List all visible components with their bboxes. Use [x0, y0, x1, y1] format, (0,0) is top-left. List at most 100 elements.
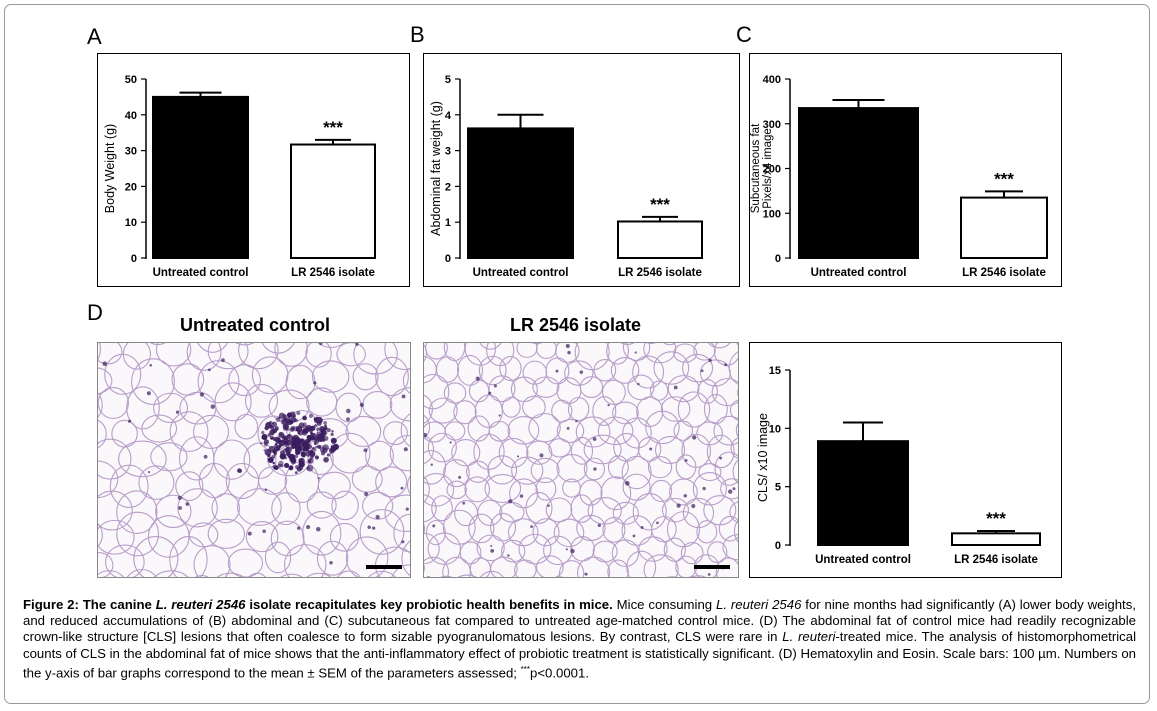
nucleus: [567, 350, 571, 355]
adipocyte-cell: [213, 439, 251, 480]
adipocyte-cell: [345, 415, 382, 448]
adipocyte-cell: [391, 564, 410, 577]
adipocyte-cell: [302, 510, 342, 556]
nucleus: [632, 534, 636, 538]
y-tick-label: 10: [769, 423, 781, 435]
adipocyte-cell: [698, 463, 722, 482]
adipocyte-cell: [236, 488, 282, 526]
adipocyte-cell: [197, 343, 229, 353]
nucleus: [640, 526, 644, 529]
nucleus: [634, 351, 637, 354]
adipocyte-cell: [478, 355, 507, 386]
y-tick-label: 20: [125, 181, 137, 193]
caption-text-2: for nine months had significantly (A) lo…: [23, 597, 1136, 645]
bar-untreated: [152, 95, 249, 260]
nucleus: [264, 488, 268, 491]
adipocyte-cell: [556, 453, 588, 483]
nucleus: [280, 434, 286, 439]
nucleus: [400, 486, 404, 490]
adipocyte-cell: [457, 574, 477, 577]
adipocyte-cell: [600, 476, 632, 511]
x-category-label: Untreated control: [153, 267, 249, 279]
adipocyte-cell: [214, 382, 252, 422]
adipocyte-cell: [499, 356, 522, 382]
y-tick-label: 15: [769, 365, 781, 377]
chart-a: 0 10 20 30 40 50 Body Weight (g) Untreated cont…: [103, 74, 376, 279]
nucleus: [315, 526, 321, 532]
adipocyte-cell: [216, 572, 245, 577]
adipocyte-cell: [649, 380, 669, 401]
nucleus: [210, 404, 216, 409]
adipocyte-cell: [667, 375, 700, 403]
adipocyte-cell: [530, 457, 560, 484]
adipocyte-cell: [424, 414, 431, 440]
adipocyte-cell: [663, 343, 676, 346]
caption-italic-1: L. reuteri 2546: [716, 597, 802, 612]
nucleus: [247, 531, 252, 536]
significance-marker: ***: [323, 118, 343, 137]
adipocyte-cell: [235, 343, 254, 346]
nucleus: [319, 447, 326, 453]
adipocyte-cell: [643, 554, 679, 577]
nucleus: [507, 554, 510, 557]
nucleus: [320, 431, 327, 437]
panel-label-c: C: [736, 22, 752, 47]
nucleus: [597, 523, 601, 528]
nucleus: [570, 548, 575, 554]
nucleus: [178, 506, 182, 510]
adipocyte-cell: [424, 532, 440, 565]
micrograph-lr2546: [423, 342, 739, 578]
adipocyte-cell: [150, 343, 166, 346]
nucleus: [263, 449, 266, 452]
adipocyte-cell: [607, 559, 629, 577]
nucleus: [673, 385, 678, 390]
adipocyte-cell: [329, 432, 371, 474]
x-category-label: Untreated control: [811, 267, 907, 279]
adipocyte-cell: [424, 523, 426, 535]
nucleus: [692, 435, 697, 440]
nucleus: [346, 417, 350, 422]
nucleus: [199, 392, 205, 397]
adipocyte-cell: [195, 574, 209, 577]
adipocyte-cell: [207, 343, 249, 370]
tissue-background: [98, 343, 410, 577]
scattered-nuclei: [102, 343, 409, 565]
nucleus: [371, 526, 376, 530]
adipocyte-cell: [490, 512, 517, 542]
adipocyte-cell: [490, 556, 518, 577]
y-tick-label: 40: [125, 110, 137, 122]
adipocyte-cell: [477, 499, 503, 526]
adipocyte-cell: [660, 396, 691, 422]
adipocyte-cell: [602, 516, 626, 543]
adipocyte-cell: [545, 357, 570, 385]
nucleus: [324, 424, 327, 428]
adipocyte-cell: [435, 356, 460, 383]
adipocyte-cell: [446, 480, 467, 500]
nucleus: [208, 368, 211, 372]
adipocyte-cell: [733, 519, 738, 543]
nucleus: [302, 415, 307, 421]
nucleus: [330, 437, 337, 444]
adipocyte-cell: [548, 438, 571, 458]
adipocyte-cell: [389, 435, 410, 472]
nucleus: [355, 343, 359, 346]
adipocyte-cell: [227, 548, 264, 577]
adipocyte-cell: [535, 555, 564, 577]
adipocyte-cell: [714, 451, 738, 486]
y-tick-label: 100: [763, 208, 781, 220]
nucleus: [287, 433, 291, 437]
adipocyte-cell: [126, 568, 157, 577]
adipocyte-cell: [476, 534, 505, 562]
adipocyte-cell: [718, 515, 738, 542]
adipocyte-cell: [638, 536, 668, 562]
nucleus: [294, 443, 301, 450]
bar-untreated: [798, 107, 919, 260]
significance-marker: ***: [650, 195, 670, 214]
nucleus: [656, 521, 659, 525]
nucleus: [516, 455, 520, 458]
adipocyte-cell: [424, 434, 435, 465]
nucleus: [593, 467, 597, 471]
adipocyte-cell: [431, 495, 453, 522]
nucleus: [260, 442, 263, 445]
adipocyte-cell: [693, 343, 716, 361]
